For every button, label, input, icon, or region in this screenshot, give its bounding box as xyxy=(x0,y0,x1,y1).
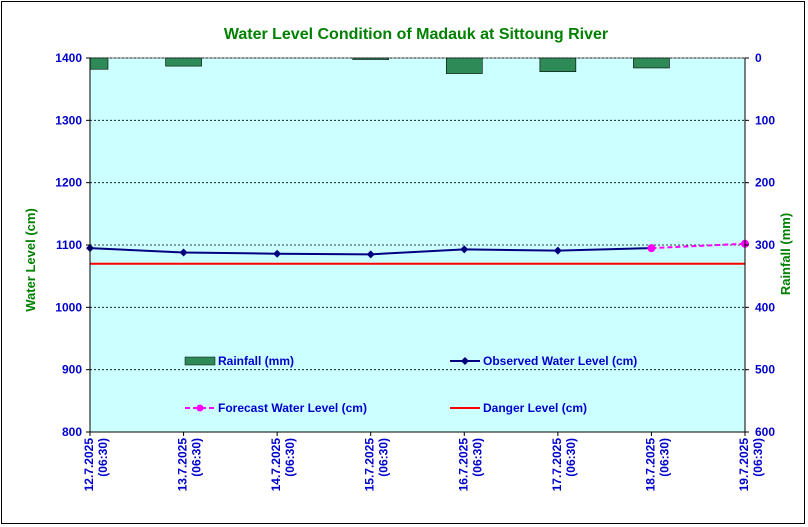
right-axis-title: Rainfall (mm) xyxy=(778,213,793,295)
observed-water-level-point-5 xyxy=(553,246,562,255)
x-tick-date-3: 15.7.2025 xyxy=(363,438,377,492)
x-tick-time-4: (06:30) xyxy=(470,438,484,477)
left-tick-label-1400: 1400 xyxy=(55,51,82,65)
right-tick-label-300: 300 xyxy=(755,238,775,252)
x-tick-date-2: 14.7.2025 xyxy=(269,438,283,492)
legend-swatch-rainfall xyxy=(184,356,216,366)
x-tick-date-7: 19.7.2025 xyxy=(737,438,751,492)
x-tick-time-5: (06:30) xyxy=(564,438,578,477)
rainfall-bar-0 xyxy=(89,57,109,70)
right-tick-label-200: 200 xyxy=(755,176,775,190)
x-tick-time-7: (06:30) xyxy=(751,438,765,477)
x-tick-time-3: (06:30) xyxy=(377,438,391,477)
forecast-water-level-point-6 xyxy=(647,244,656,253)
left-axis-title: Water Level (cm) xyxy=(23,208,38,312)
legend-marker-forecast xyxy=(196,404,204,412)
right-tick-label-500: 500 xyxy=(755,363,775,377)
right-tick-label-400: 400 xyxy=(755,300,775,314)
x-axis-tick-labels: 12.7.2025 (06:30) 13.7.2025 (06:30) 14.7.202… xyxy=(82,438,765,492)
rainfall-bars xyxy=(89,57,670,74)
legend-label-rainfall: Rainfall (mm) xyxy=(218,354,294,368)
x-tick-date-5: 17.7.2025 xyxy=(550,438,564,492)
legend-label-forecast: Forecast Water Level (cm) xyxy=(218,401,367,415)
right-axis-tick-labels: 0 100 200 300 400 500 600 xyxy=(755,51,775,439)
left-tick-label-1000: 1000 xyxy=(55,300,82,314)
axes xyxy=(86,57,749,436)
legend-label-observed: Observed Water Level (cm) xyxy=(483,354,637,368)
observed-water-level-point-4 xyxy=(460,245,469,254)
x-tick-date-1: 13.7.2025 xyxy=(176,438,190,492)
rainfall-bar-6 xyxy=(633,57,670,69)
observed-water-level-point-3 xyxy=(366,250,375,259)
left-tick-label-1100: 1100 xyxy=(56,238,82,252)
right-tick-label-600: 600 xyxy=(755,425,775,439)
right-tick-label-100: 100 xyxy=(755,113,775,127)
right-tick-label-0: 0 xyxy=(755,51,762,65)
chart-title: Water Level Condition of Madauk at Sitto… xyxy=(224,26,608,43)
observed-water-level-point-1 xyxy=(179,248,188,257)
left-tick-label-900: 900 xyxy=(62,363,82,377)
left-tick-label-800: 800 xyxy=(62,425,82,439)
left-tick-label-1200: 1200 xyxy=(55,176,82,190)
rainfall-bar-1 xyxy=(165,57,202,67)
rainfall-bar-4 xyxy=(445,57,483,74)
left-tick-label-1300: 1300 xyxy=(55,113,82,127)
legend-marker-observed xyxy=(461,357,469,365)
x-tick-time-0: (06:30) xyxy=(96,438,110,477)
x-tick-time-6: (06:30) xyxy=(657,438,671,477)
left-axis-tick-labels: 800 900 1000 1100 1200 1300 1400 xyxy=(55,51,82,439)
observed-water-level-point-2 xyxy=(273,249,282,258)
x-tick-date-6: 18.7.2025 xyxy=(643,438,657,492)
x-tick-time-2: (06:30) xyxy=(283,438,297,477)
legend-label-danger: Danger Level (cm) xyxy=(483,401,587,415)
legend: Rainfall (mm) Observed Water Level (cm) … xyxy=(184,354,637,415)
rainfall-bar-5 xyxy=(539,57,577,73)
x-tick-date-0: 12.7.2025 xyxy=(82,438,96,492)
rainfall-bar-3 xyxy=(352,57,390,60)
x-tick-date-4: 16.7.2025 xyxy=(456,438,470,492)
x-tick-time-1: (06:30) xyxy=(190,438,204,477)
